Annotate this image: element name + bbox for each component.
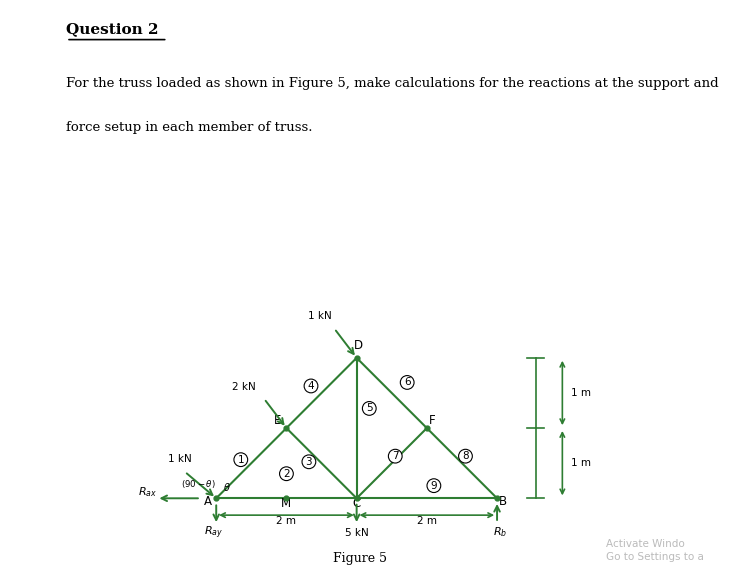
Text: For the truss loaded as shown in Figure 5, make calculations for the reactions a: For the truss loaded as shown in Figure … [66,77,719,90]
Text: 4: 4 [308,381,315,391]
Text: E: E [273,414,281,427]
Text: $R_b$: $R_b$ [492,526,507,539]
Text: 2 m: 2 m [276,516,296,526]
Text: $(90-\theta)$: $(90-\theta)$ [181,478,216,490]
Text: 2: 2 [283,469,290,479]
Text: 9: 9 [431,481,437,490]
Text: 1 kN: 1 kN [168,454,192,464]
Text: Go to Settings to a: Go to Settings to a [606,552,704,563]
Text: B: B [498,494,506,508]
Text: 7: 7 [392,451,398,461]
Text: $R_{ax}$: $R_{ax}$ [137,485,157,499]
Text: Activate Windo: Activate Windo [606,539,685,550]
Text: 3: 3 [306,457,312,467]
Text: D: D [354,340,362,352]
Text: 1 m: 1 m [571,388,592,398]
Text: $\theta$: $\theta$ [223,481,231,493]
Text: $R_{ay}$: $R_{ay}$ [204,525,223,541]
Text: C: C [353,497,361,510]
Text: Question 2: Question 2 [66,22,159,36]
Text: A: A [204,494,212,508]
Text: 1 kN: 1 kN [308,311,332,320]
Text: 1: 1 [237,455,244,465]
Text: M: M [282,497,292,510]
Text: 2 kN: 2 kN [232,382,257,392]
Text: force setup in each member of truss.: force setup in each member of truss. [66,121,312,134]
Text: 1 m: 1 m [571,458,592,468]
Text: 5: 5 [366,403,373,414]
Text: Figure 5: Figure 5 [333,552,387,565]
Text: 2 m: 2 m [417,516,437,526]
Text: 8: 8 [462,451,469,461]
Text: 5 kN: 5 kN [345,527,368,538]
Text: 6: 6 [404,377,411,387]
Text: F: F [429,414,435,427]
